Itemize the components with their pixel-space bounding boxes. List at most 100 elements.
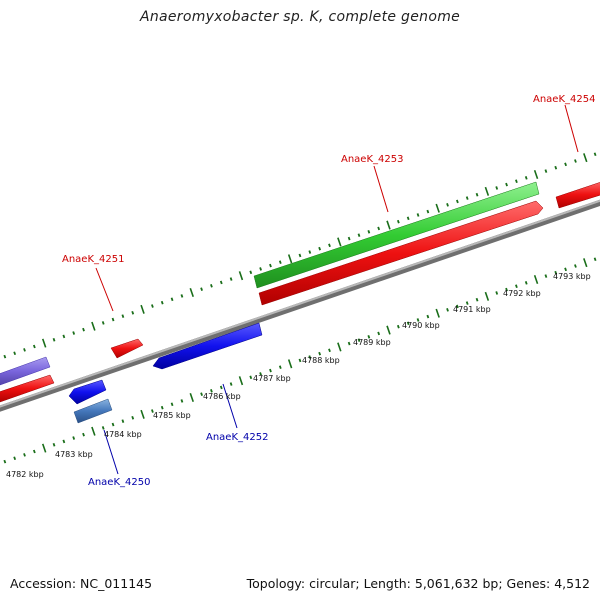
scale-label: 4791 kbp: [453, 305, 491, 314]
scale-tick: [406, 216, 410, 221]
scale-tick: [259, 372, 262, 376]
scale-tick: [396, 219, 400, 224]
scale-tick: [328, 243, 331, 248]
scale-tick: [386, 325, 391, 335]
outer-tick-track: [3, 152, 597, 359]
scale-tick: [524, 176, 528, 180]
scale-tick: [465, 301, 469, 305]
scale-tick: [396, 324, 400, 329]
map-title: Anaeromyxobacter sp. K, complete genome: [139, 9, 461, 25]
scale-tick: [131, 310, 135, 315]
gene-feature-red-left[interactable]: [0, 374, 55, 403]
accession-text: Accession: NC_011145: [10, 576, 153, 591]
callout-lines: [95, 104, 579, 475]
scale-tick: [210, 283, 213, 288]
scale-tick: [101, 321, 105, 325]
scale-tick: [357, 233, 361, 238]
gene-feature-anaek-4250[interactable]: [73, 398, 113, 424]
scale-tick: [357, 338, 361, 343]
scale-label: 4792 kbp: [503, 289, 541, 298]
gene-feature-anaek-4253[interactable]: [258, 200, 544, 306]
scale-tick: [210, 388, 213, 393]
scale-tick: [13, 456, 17, 461]
genome-summary-text: Topology: circular; Length: 5,061,632 bp…: [246, 576, 590, 591]
scale-tick: [249, 270, 253, 275]
scale-tick: [318, 246, 322, 251]
scale-tick: [229, 277, 233, 281]
scale-tick: [91, 426, 96, 436]
scale-label: 4789 kbp: [353, 338, 391, 347]
scale-tick: [416, 213, 420, 217]
scale-tick: [386, 220, 391, 230]
scale-label: 4784 kbp: [104, 430, 142, 439]
scale-tick: [82, 432, 85, 437]
gene-feature-anaek-4254[interactable]: [555, 181, 600, 209]
gene-feature-anaek-4252[interactable]: [152, 322, 263, 370]
scale-tick: [151, 409, 154, 413]
scale-tick: [298, 253, 302, 258]
scale-tick: [533, 274, 539, 284]
scale-tick: [32, 449, 36, 454]
scale-tick: [318, 351, 322, 356]
scale-tick: [13, 351, 17, 356]
gene-feature-blue-small[interactable]: [68, 379, 107, 405]
scale-tick: [160, 405, 164, 410]
scale-tick: [200, 392, 203, 396]
gene-label-anaek-4253[interactable]: AnaeK_4253: [341, 154, 403, 165]
scale-tick: [200, 287, 203, 291]
gene-feature-purple[interactable]: [0, 356, 51, 386]
scale-tick: [308, 250, 312, 254]
scale-tick: [140, 409, 145, 419]
inner-tick-track: [3, 257, 597, 464]
scale-tick: [484, 186, 490, 196]
scale-tick: [554, 165, 558, 170]
gene-label-anaek-4252[interactable]: AnaeK_4252: [206, 432, 268, 443]
gene-feature-anaek-4251[interactable]: [110, 338, 144, 359]
scale-tick: [593, 152, 597, 157]
scale-tick: [505, 287, 508, 292]
scale-tick: [82, 327, 85, 332]
scale-tick: [287, 359, 293, 369]
scale-tick: [229, 382, 233, 386]
gene-label-anaek-4250[interactable]: AnaeK_4250: [88, 477, 150, 488]
scale-tick: [367, 335, 371, 339]
scale-tick: [111, 422, 115, 427]
scale-tick: [121, 419, 125, 423]
scale-tick: [170, 402, 174, 407]
gene-label-anaek-4251[interactable]: AnaeK_4251: [62, 254, 124, 265]
scale-tick: [3, 459, 7, 464]
scale-tick: [475, 297, 479, 302]
scale-tick: [249, 375, 253, 380]
gene-feature-green[interactable]: [253, 181, 540, 289]
scale-tick: [72, 436, 76, 440]
scale-tick: [238, 376, 244, 386]
scale-label: 4793 kbp: [553, 272, 591, 281]
scale-tick: [533, 169, 539, 179]
scale-label: 4790 kbp: [402, 321, 440, 330]
scale-tick: [298, 358, 302, 363]
scale-tick: [574, 264, 577, 268]
scale-tick: [456, 304, 459, 309]
scale-tick: [170, 297, 174, 302]
scale-tick: [524, 281, 528, 285]
scale-tick: [23, 348, 26, 352]
scale-tick: [426, 314, 430, 319]
scale-tick: [484, 291, 490, 301]
scale-tick: [446, 308, 449, 312]
scale-tick: [140, 304, 145, 314]
gene-label-anaek-4254[interactable]: AnaeK_4254: [533, 94, 595, 105]
scale-tick: [544, 274, 548, 278]
scale-tick: [32, 344, 36, 349]
scale-tick: [515, 284, 518, 289]
scale-tick: [465, 196, 469, 200]
scale-tick: [328, 348, 331, 353]
scale-tick: [101, 426, 105, 430]
scale-tick: [593, 257, 597, 262]
scale-tick: [377, 331, 381, 336]
scale-tick: [189, 288, 194, 298]
scale-tick: [435, 203, 440, 213]
scale-tick: [495, 291, 499, 295]
scale-tick: [52, 337, 56, 342]
genome-backbone: [0, 199, 600, 412]
